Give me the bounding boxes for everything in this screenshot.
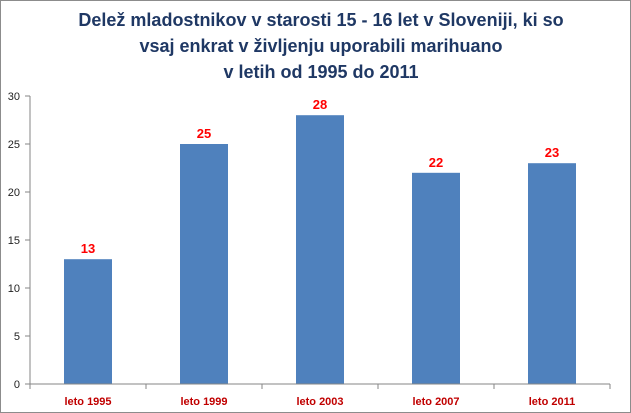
y-tick-label: 5 xyxy=(14,331,20,343)
data-label: 23 xyxy=(545,145,559,160)
data-label: 22 xyxy=(429,155,443,170)
y-tick-label: 20 xyxy=(8,187,20,199)
chart-title: Delež mladostnikov v starosti 15 - 16 le… xyxy=(78,10,564,82)
x-tick-label: leto 1995 xyxy=(64,396,111,408)
y-tick-label: 10 xyxy=(8,283,20,295)
bar xyxy=(528,163,576,384)
x-tick-label: leto 2007 xyxy=(412,396,459,408)
bar xyxy=(180,144,228,384)
y-tick-label: 15 xyxy=(8,235,20,247)
bar xyxy=(64,259,112,384)
y-tick-label: 0 xyxy=(14,379,20,391)
data-label: 13 xyxy=(81,241,95,256)
x-tick-label: leto 2003 xyxy=(296,396,343,408)
bar xyxy=(296,115,344,384)
data-label: 25 xyxy=(197,126,211,141)
bar xyxy=(412,172,460,384)
x-tick-label: leto 1999 xyxy=(180,396,227,408)
y-tick-label: 30 xyxy=(8,91,20,103)
x-tick-label: leto 2011 xyxy=(529,396,575,408)
y-tick-label: 25 xyxy=(8,139,20,151)
data-label: 28 xyxy=(313,97,327,112)
